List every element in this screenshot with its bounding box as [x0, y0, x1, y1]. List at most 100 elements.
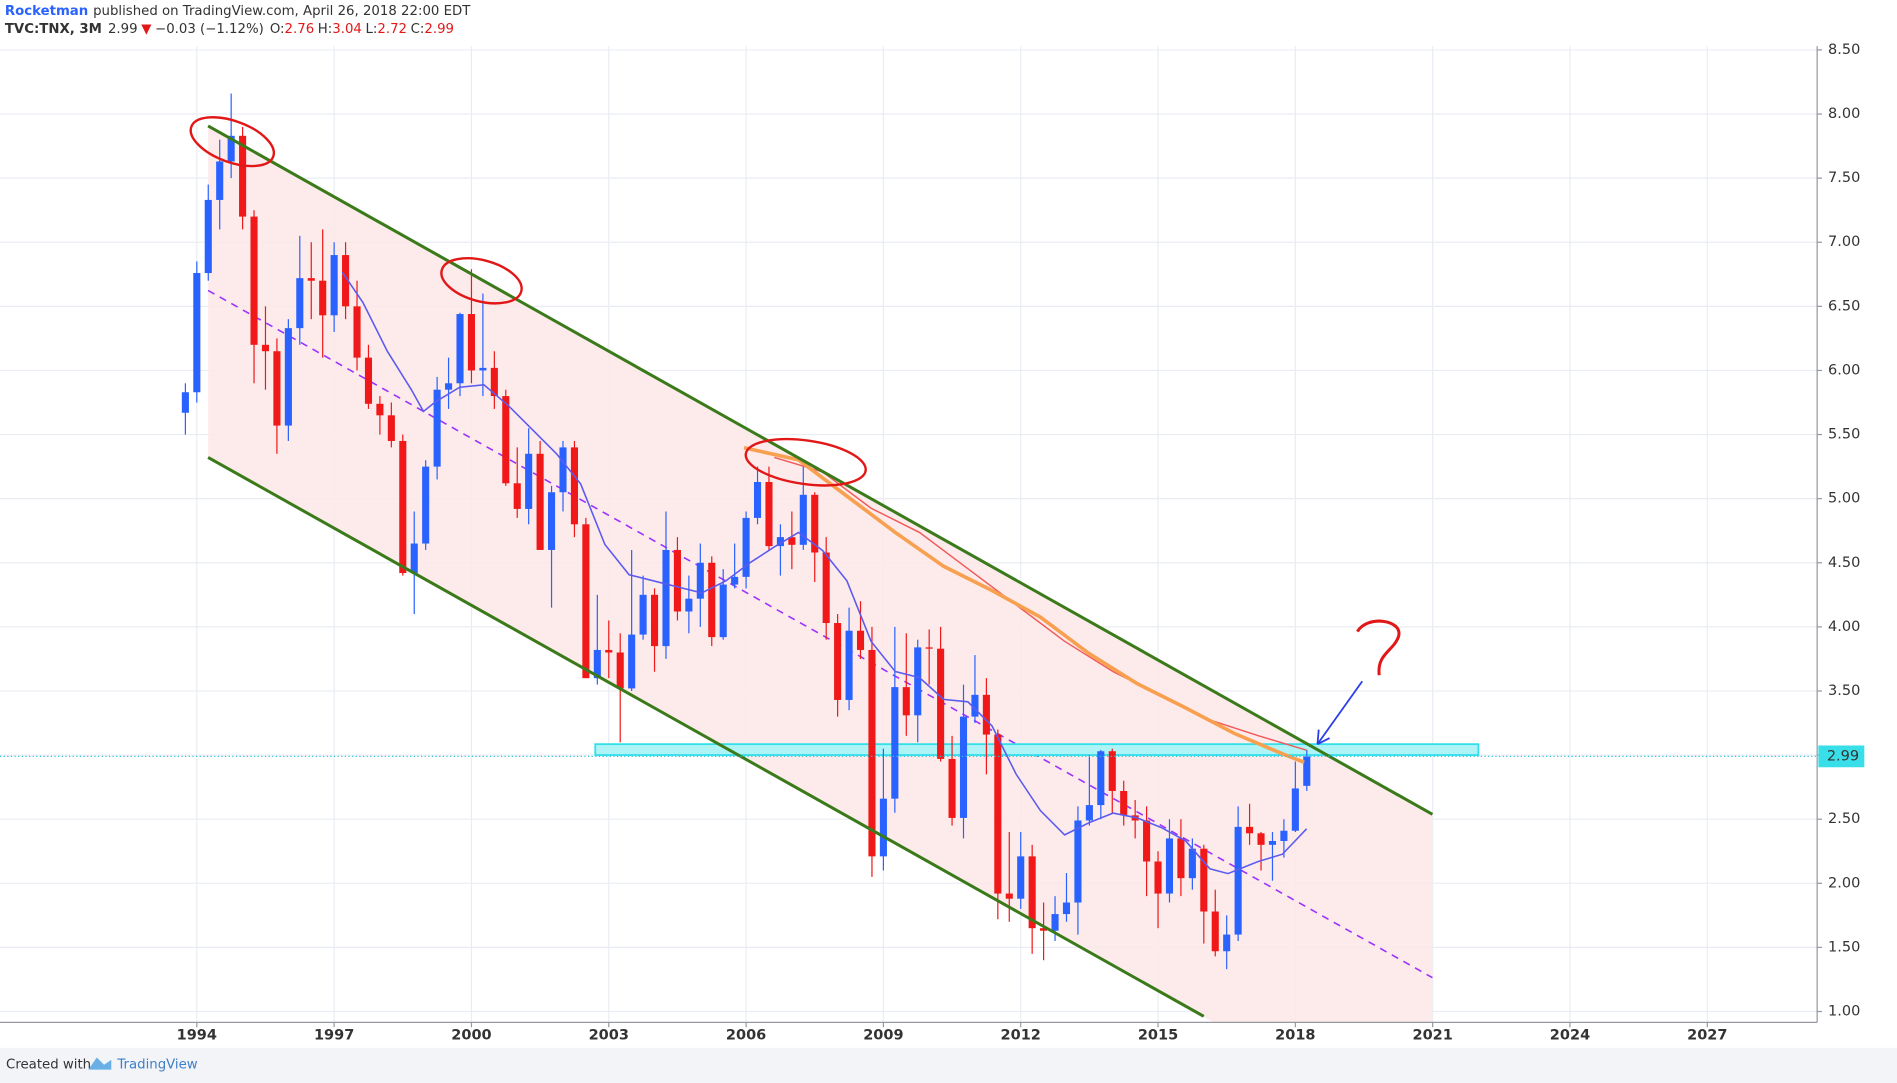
- candle-body: [1005, 893, 1013, 899]
- candle-body: [239, 135, 247, 217]
- candle-body: [1268, 840, 1277, 845]
- candle-body: [673, 549, 681, 612]
- candle-body: [662, 549, 670, 647]
- resistance-band: [594, 743, 1480, 756]
- c-label: C:: [411, 22, 425, 37]
- candle-body: [536, 453, 544, 550]
- last-price-label: 2.99: [1827, 748, 1859, 764]
- h: 3.04: [332, 22, 362, 37]
- candle-body: [696, 562, 704, 599]
- moving-average-mid: [743, 445, 1305, 764]
- candle-body: [971, 694, 979, 717]
- candle-body: [914, 647, 922, 716]
- candle-body: [1097, 751, 1105, 806]
- candle-body: [227, 135, 235, 162]
- circle: [189, 116, 276, 168]
- x-tick-label: 2012: [1001, 1028, 1041, 1044]
- candle-body: [708, 562, 716, 638]
- x-tick-label: 1997: [314, 1028, 354, 1044]
- o: 2.76: [285, 22, 315, 37]
- moving-average-short: [341, 271, 1308, 875]
- symbol: TVC:TNX, 3M: [5, 22, 102, 37]
- candle-body: [879, 798, 887, 857]
- candle-body: [685, 598, 693, 612]
- candle-body: [1143, 820, 1151, 862]
- y-tick-label: 4.00: [1828, 619, 1860, 635]
- author: Rocketman: [5, 4, 88, 19]
- candle-body: [353, 306, 361, 358]
- candle-body: [731, 576, 739, 585]
- y-tick-label: 4.50: [1828, 555, 1860, 571]
- y-tick-label: 8.00: [1828, 106, 1860, 122]
- y-tick-label: 7.50: [1828, 170, 1860, 186]
- candle-body: [937, 648, 945, 759]
- y-tick-label: 3.50: [1828, 683, 1860, 699]
- candle-body: [1120, 790, 1128, 816]
- y-tick-label: 8.50: [1828, 42, 1860, 58]
- o-label: O:: [270, 22, 285, 37]
- x-tick-label: 2006: [726, 1028, 766, 1044]
- candle-body: [1165, 838, 1174, 894]
- candle-body: [387, 415, 395, 441]
- brand-logo: [88, 1057, 112, 1070]
- footer-bar: [0, 1047, 1897, 1083]
- candle-body: [559, 447, 567, 493]
- candle-body: [628, 634, 636, 689]
- candle-body: [273, 351, 281, 426]
- candle-body: [319, 280, 327, 316]
- x-tick-label: 2027: [1687, 1028, 1727, 1044]
- candle-body: [330, 255, 338, 316]
- candle-body: [467, 314, 475, 371]
- candle-body: [639, 594, 647, 635]
- candle-body: [616, 652, 624, 689]
- x-tick-label: 1994: [177, 1028, 217, 1044]
- x-tick-label: 2024: [1550, 1028, 1590, 1044]
- x-tick-label: 2021: [1412, 1028, 1452, 1044]
- y-tick-label: 2.50: [1828, 811, 1860, 827]
- candle-body: [582, 524, 590, 679]
- candle-body: [1200, 848, 1208, 912]
- candle-body: [1074, 820, 1082, 903]
- x-tick-label: 2000: [451, 1028, 491, 1044]
- channel-lower: [207, 456, 1205, 1018]
- candle-body: [811, 494, 819, 553]
- candle-body: [593, 649, 601, 679]
- published: published on TradingView.com, April 26, …: [93, 4, 471, 19]
- circle: [744, 437, 867, 487]
- candle-body: [1257, 833, 1265, 845]
- candle-body: [525, 453, 533, 509]
- candle-body: [399, 440, 407, 574]
- candle-body: [1246, 826, 1254, 834]
- candle-body: [1223, 934, 1231, 952]
- header-line2: TVC:TNX, 3M 2.99 ▼ −0.03 (−1.12%) O:2.76 H:3.…: [5, 22, 454, 37]
- candle-body: [742, 517, 750, 577]
- change: −0.03 (−1.12%): [155, 22, 264, 37]
- y-tick-label: 6.50: [1828, 298, 1860, 314]
- candle-body: [284, 328, 292, 426]
- candle-body: [204, 199, 212, 274]
- candle-body: [1291, 788, 1299, 831]
- header-line1: Rocketman published on TradingView.com, A…: [5, 4, 471, 19]
- candle-body: [765, 481, 773, 547]
- candle-body: [1303, 756, 1311, 786]
- candle-body: [216, 161, 224, 200]
- candle-body: [788, 537, 796, 545]
- candle-body: [445, 383, 453, 390]
- y-tick-label: 1.50: [1828, 939, 1860, 955]
- candle-body: [433, 389, 441, 467]
- candle-body: [1211, 911, 1219, 952]
- candle-body: [948, 758, 956, 818]
- candle-body: [776, 537, 784, 547]
- candle-body: [548, 492, 556, 550]
- candle-body: [868, 649, 876, 857]
- footer-brand[interactable]: TradingView: [116, 1058, 197, 1073]
- candle-body: [1108, 751, 1116, 791]
- y-tick-label: 7.00: [1828, 234, 1860, 250]
- candle-body: [1085, 805, 1093, 821]
- candle-body: [822, 552, 830, 624]
- candle-body: [650, 594, 659, 647]
- candle-body: [891, 687, 899, 799]
- candle-body: [490, 367, 498, 397]
- footer-created: Created with: [6, 1058, 91, 1073]
